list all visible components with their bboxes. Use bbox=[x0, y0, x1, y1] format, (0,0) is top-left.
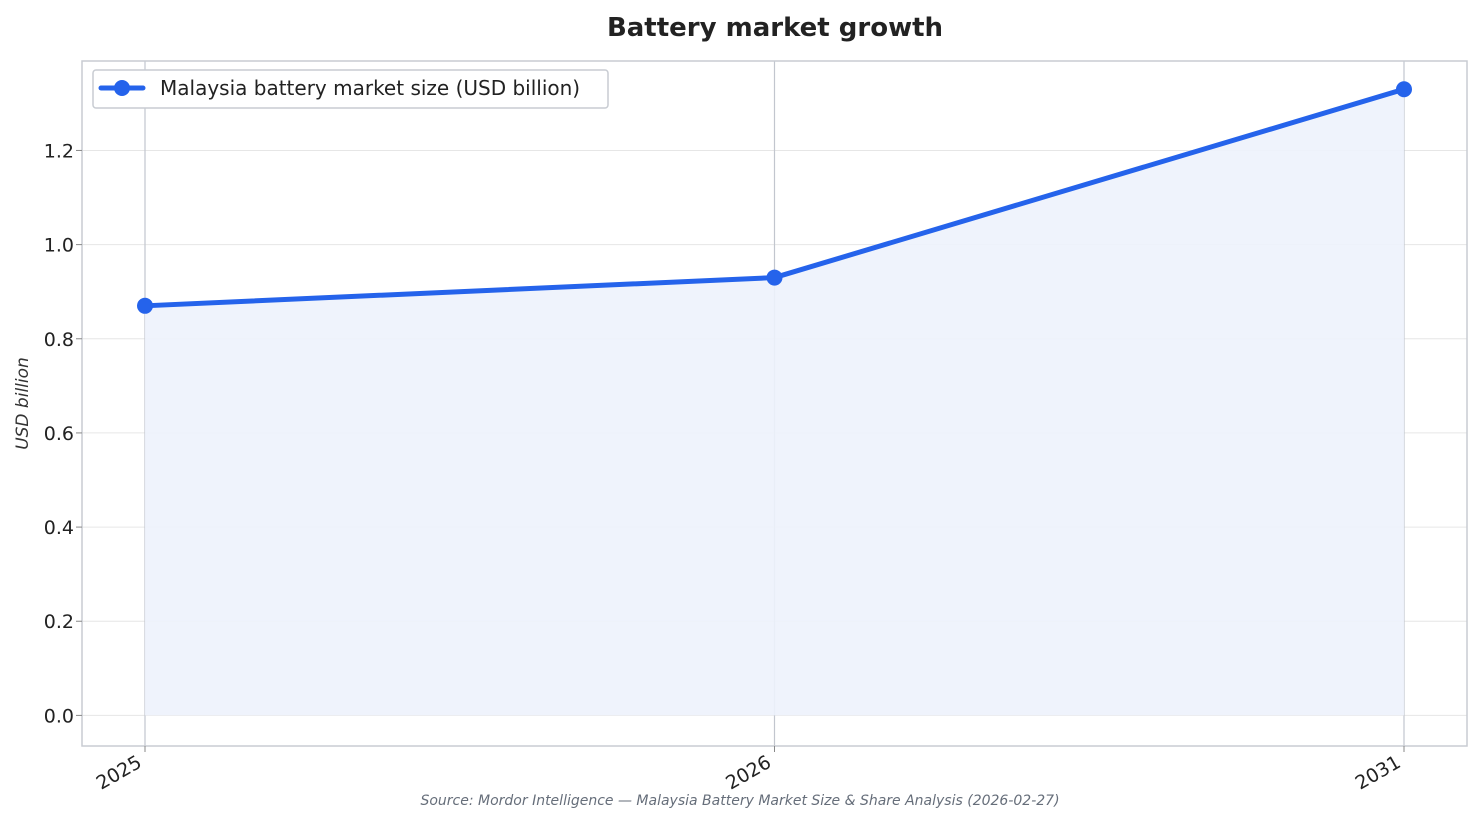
legend-box bbox=[92, 69, 609, 109]
data-point[interactable] bbox=[766, 269, 783, 286]
source-note: Source: Mordor Intelligence — Malaysia B… bbox=[420, 793, 1059, 809]
plot-area bbox=[81, 60, 1468, 747]
y-tick-label: 0.4 bbox=[44, 517, 74, 539]
y-axis-label: USD billion bbox=[13, 357, 33, 450]
x-tick-label: 2026 bbox=[722, 751, 775, 794]
x-axis-ticks: 2025 2026 2031 bbox=[93, 746, 1405, 795]
data-point[interactable] bbox=[137, 297, 153, 314]
data-points bbox=[137, 81, 1412, 314]
legend-marker-swatch bbox=[114, 80, 130, 96]
chart-title: Battery market growth bbox=[607, 13, 943, 43]
legend[interactable]: Malaysia battery market size (USD billio… bbox=[92, 69, 609, 109]
y-tick-label: 1.0 bbox=[44, 235, 74, 257]
y-axis-ticks: 0.0 0.2 0.4 0.6 0.8 1.0 1.2 bbox=[44, 140, 82, 727]
series-area-fill bbox=[145, 89, 1404, 716]
data-point[interactable] bbox=[1396, 81, 1412, 98]
y-tick-label: 0.2 bbox=[44, 611, 74, 633]
legend-label: Malaysia battery market size (USD billio… bbox=[160, 76, 580, 100]
y-tick-label: 0.6 bbox=[44, 423, 74, 445]
y-tick-label: 1.2 bbox=[44, 140, 74, 162]
y-tick-label: 0.8 bbox=[44, 329, 74, 351]
x-tick-label: 2025 bbox=[93, 751, 146, 794]
x-tick-label: 2031 bbox=[1352, 751, 1405, 794]
y-tick-label: 0.0 bbox=[44, 705, 74, 727]
